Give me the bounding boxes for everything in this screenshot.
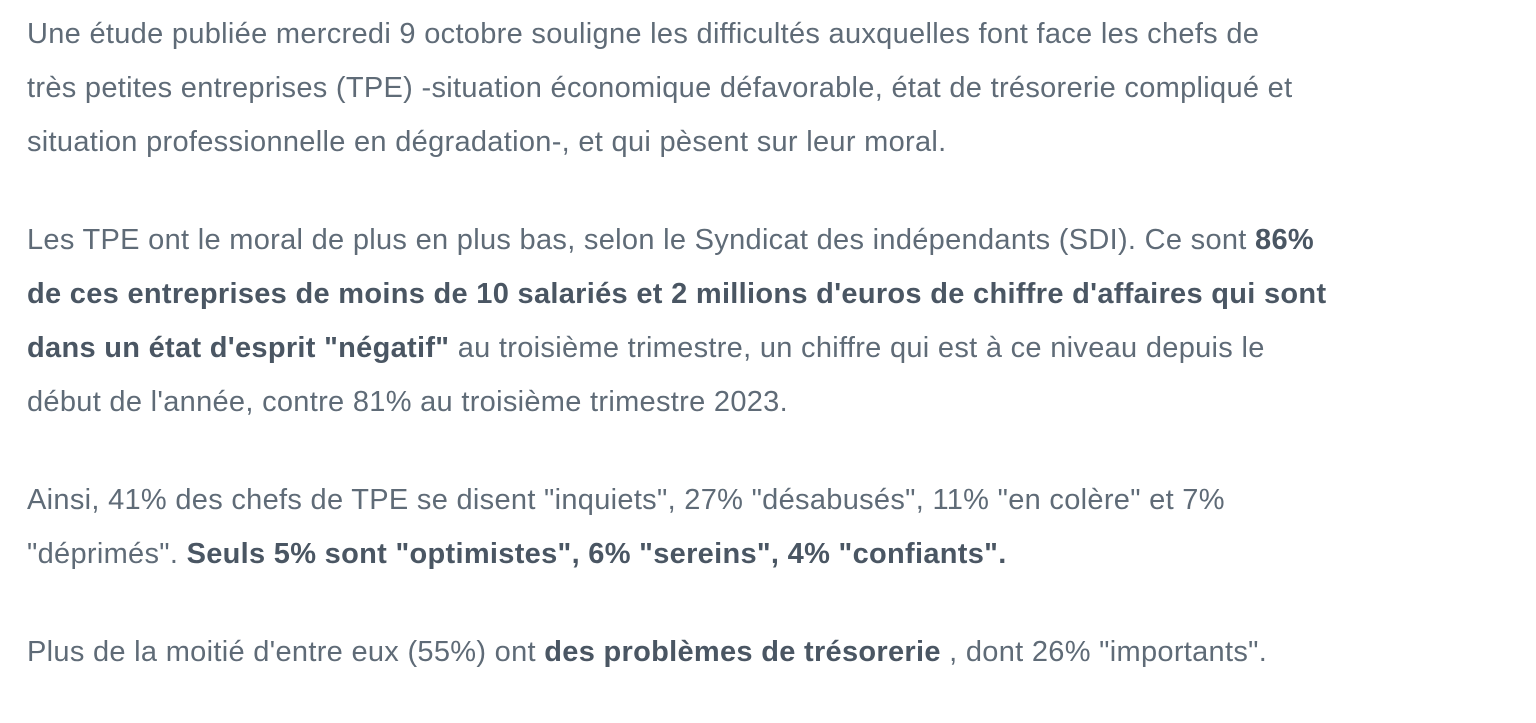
- text-run: situation professionnelle en dégradation…: [27, 126, 947, 158]
- text-run: au troisième trimestre, un chiffre qui e…: [449, 332, 1265, 364]
- text-line: très petites entreprises (TPE) -situatio…: [27, 61, 1517, 115]
- text-run: très petites entreprises (TPE) -situatio…: [27, 72, 1293, 104]
- text-run: début de l'année, contre 81% au troisièm…: [27, 386, 788, 418]
- text-line: début de l'année, contre 81% au troisièm…: [27, 375, 1517, 429]
- text-run: Une étude publiée mercredi 9 octobre sou…: [27, 18, 1260, 50]
- text-run-bold: dans un état d'esprit "négatif": [27, 332, 450, 364]
- text-line: "déprimés". Seuls 5% sont "optimistes", …: [27, 527, 1517, 581]
- text-run: Ainsi, 41% des chefs de TPE se disent "i…: [27, 484, 1225, 516]
- paragraph-1: Une étude publiée mercredi 9 octobre sou…: [27, 7, 1517, 169]
- paragraph-4: Plus de la moitié d'entre eux (55%) ont …: [27, 625, 1517, 679]
- text-run-bold: Seuls 5% sont "optimistes", 6% "sereins"…: [186, 538, 1007, 570]
- text-run: , dont 26% "importants".: [940, 636, 1268, 668]
- text-line: dans un état d'esprit "négatif" au trois…: [27, 321, 1517, 375]
- text-run: "déprimés".: [27, 538, 187, 570]
- text-run-bold: 86%: [1255, 224, 1314, 256]
- article-body: Une étude publiée mercredi 9 octobre sou…: [27, 7, 1517, 723]
- text-line: de ces entreprises de moins de 10 salari…: [27, 267, 1517, 321]
- text-run: Les TPE ont le moral de plus en plus bas…: [27, 224, 1256, 256]
- text-run-bold: de ces entreprises de moins de 10 salari…: [27, 278, 1327, 310]
- text-run: Plus de la moitié d'entre eux (55%) ont: [27, 636, 545, 668]
- text-line: Ainsi, 41% des chefs de TPE se disent "i…: [27, 473, 1517, 527]
- text-run-bold: des problèmes de trésorerie: [544, 636, 941, 668]
- text-line: Les TPE ont le moral de plus en plus bas…: [27, 213, 1517, 267]
- text-line: Plus de la moitié d'entre eux (55%) ont …: [27, 625, 1517, 679]
- text-line: Une étude publiée mercredi 9 octobre sou…: [27, 7, 1517, 61]
- paragraph-3: Ainsi, 41% des chefs de TPE se disent "i…: [27, 473, 1517, 581]
- text-line: situation professionnelle en dégradation…: [27, 115, 1517, 169]
- paragraph-2: Les TPE ont le moral de plus en plus bas…: [27, 213, 1517, 429]
